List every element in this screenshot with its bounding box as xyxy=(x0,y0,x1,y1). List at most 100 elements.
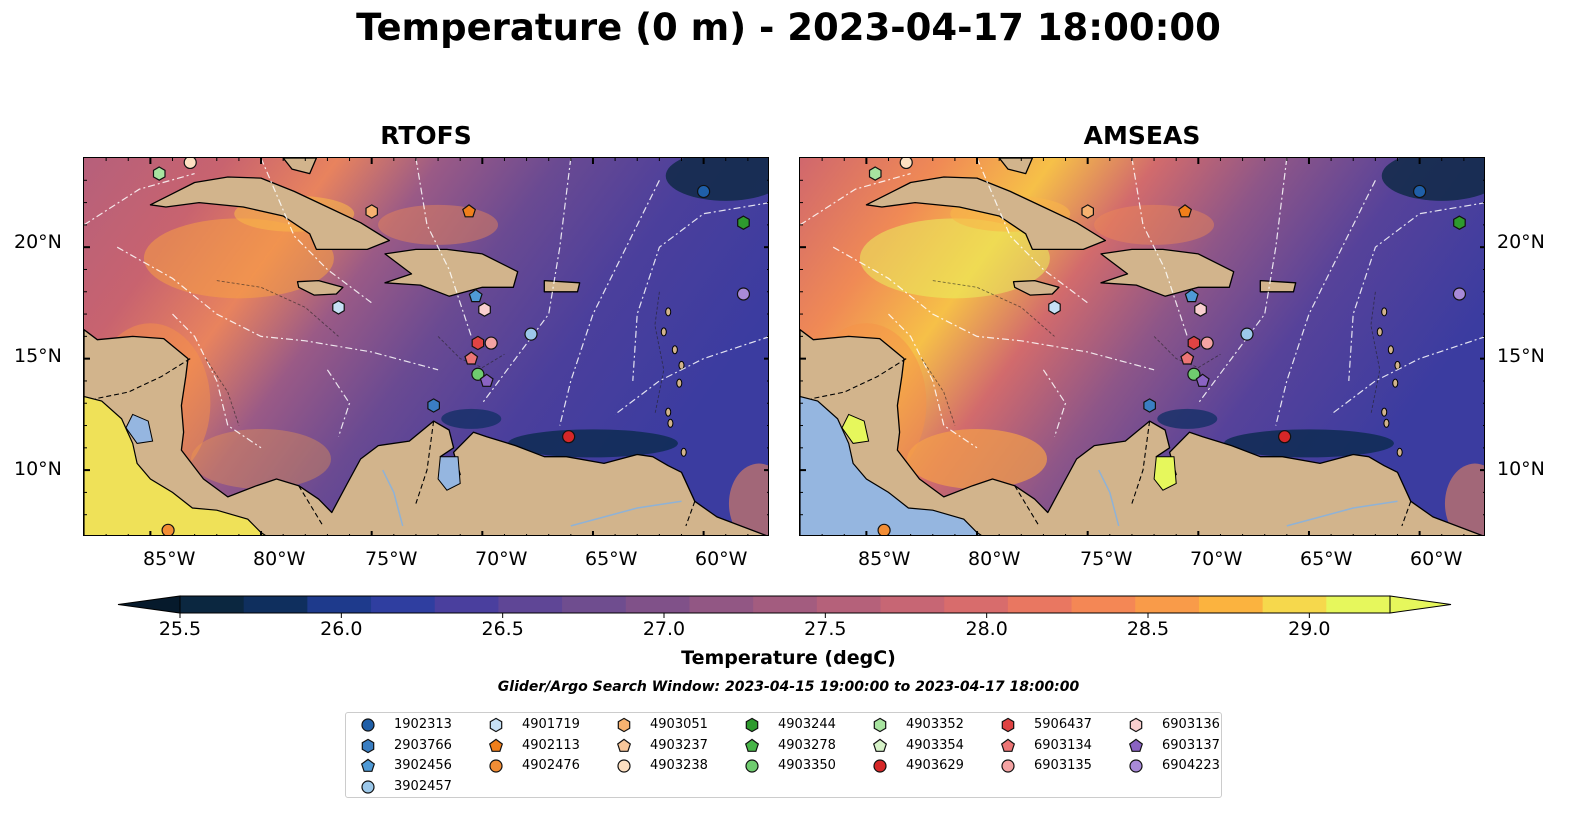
colorbar-swatch xyxy=(562,596,627,613)
colorbar-swatch xyxy=(371,596,436,613)
circle-marker-icon xyxy=(1001,759,1015,773)
lat-label-10n-left: 10°N xyxy=(14,458,62,480)
pentagon-marker-icon xyxy=(1128,738,1144,752)
legend-label: 4903244 xyxy=(778,717,836,732)
pentagon-marker-icon xyxy=(744,738,760,752)
float-marker-4903352 xyxy=(152,166,166,181)
colorbar-tick-label: 29.0 xyxy=(1288,618,1330,640)
float-marker-4901719 xyxy=(1048,300,1061,315)
float-marker-4902113 xyxy=(1178,204,1193,218)
float-marker-4903350 xyxy=(1187,367,1201,381)
legend-label: 4903352 xyxy=(906,717,964,732)
colorbar-swatch xyxy=(434,596,499,613)
circle-marker-icon xyxy=(361,718,375,732)
circle-marker-icon xyxy=(361,779,375,794)
float-marker-4903238 xyxy=(183,158,197,170)
float-marker-6903135 xyxy=(484,336,498,350)
float-marker-4901719 xyxy=(332,300,345,315)
float-marker-4903350 xyxy=(471,367,485,381)
float-marker-6903134 xyxy=(464,351,479,365)
colorbar-swatch xyxy=(880,596,945,613)
legend-label: 4901719 xyxy=(522,717,580,732)
lat-label-20n-left: 20°N xyxy=(14,231,62,253)
colorbar-label: Temperature (degC) xyxy=(681,647,896,669)
pentagon-marker-icon xyxy=(872,738,888,752)
map-panel-rtofs xyxy=(83,157,769,536)
float-marker-2903766 xyxy=(1143,398,1156,413)
colorbar-swatch xyxy=(1135,596,1200,613)
colorbar-swatch xyxy=(1007,596,1073,613)
float-marker-6903137 xyxy=(479,373,494,387)
legend-label: 4903350 xyxy=(778,758,836,773)
float-marker-2903766 xyxy=(427,398,440,413)
colorbar-tick-label: 28.0 xyxy=(966,618,1008,640)
lon-label-60w-left: 60°W xyxy=(695,548,748,570)
colorbar-swatch xyxy=(1071,596,1136,613)
colorbar-extend-min xyxy=(117,595,181,614)
float-marker-6903134 xyxy=(1180,351,1195,365)
float-marker-3902457 xyxy=(524,327,538,341)
lat-label-10n-right: 10°N xyxy=(1497,458,1545,480)
float-marker-3902456 xyxy=(468,288,483,303)
legend-label: 4902113 xyxy=(522,737,580,753)
pentagon-marker-icon xyxy=(360,758,376,772)
colorbar-swatch xyxy=(180,596,245,613)
lon-label-60w-right: 60°W xyxy=(1410,548,1463,570)
legend-label: 4902476 xyxy=(522,758,580,773)
colorbar-tick-label: 26.5 xyxy=(482,618,524,640)
lon-label-65w-left: 65°W xyxy=(585,548,638,570)
circle-marker-icon xyxy=(745,759,759,773)
legend-label: 4903051 xyxy=(650,717,708,732)
legend-label: 6904223 xyxy=(1162,758,1220,773)
pentagon-marker-icon xyxy=(488,738,504,752)
float-marker-4902476 xyxy=(161,523,175,535)
lon-label-75w-left: 75°W xyxy=(365,548,418,570)
float-marker-6903135 xyxy=(1200,336,1214,350)
lon-label-80w-left: 80°W xyxy=(253,548,306,570)
lat-label-15n-right: 15°N xyxy=(1497,345,1545,367)
legend-label: 4903354 xyxy=(906,737,964,753)
lon-label-85w-right: 85°W xyxy=(858,548,911,570)
colorbar-tick-label: 27.0 xyxy=(643,618,685,640)
float-marker-4903244 xyxy=(1453,215,1466,230)
lon-label-70w-right: 70°W xyxy=(1190,548,1243,570)
colorbar-tick-label: 28.5 xyxy=(1127,618,1169,640)
colorbar-swatch xyxy=(689,596,754,613)
float-marker-4903629 xyxy=(1278,430,1292,444)
panel-title-amseas: AMSEAS xyxy=(1083,121,1201,150)
float-marker-3902456 xyxy=(1184,288,1199,303)
hexagon-marker-icon xyxy=(617,717,631,733)
float-marker-5906437 xyxy=(471,335,485,351)
float-marker-4903051 xyxy=(365,204,378,219)
legend-label: 3902457 xyxy=(394,778,452,794)
pentagon-marker-icon xyxy=(1000,738,1016,752)
float-marker-1902313 xyxy=(1413,184,1427,199)
hexagon-marker-icon xyxy=(489,717,503,733)
float-marker-6904223 xyxy=(1452,287,1467,301)
float-marker-5906437 xyxy=(1187,335,1201,351)
float-marker-4903238 xyxy=(899,158,913,170)
colorbar-swatch xyxy=(625,596,690,613)
colorbar-tick-label: 25.5 xyxy=(159,618,201,640)
lon-label-80w-right: 80°W xyxy=(968,548,1021,570)
legend-label: 4903237 xyxy=(650,737,708,753)
float-marker-4903352 xyxy=(868,166,882,181)
legend-label: 4903629 xyxy=(906,758,964,773)
float-marker-6903136 xyxy=(1194,302,1207,317)
lon-label-70w-left: 70°W xyxy=(475,548,528,570)
float-marker-4903244 xyxy=(737,215,750,230)
colorbar: 25.5 26.0 26.5 27.0 27.5 28.0 28.5 29.0 xyxy=(117,595,1452,640)
legend-label: 2903766 xyxy=(394,737,452,753)
lat-label-20n-right: 20°N xyxy=(1497,231,1545,253)
colorbar-tick-label: 26.0 xyxy=(320,618,362,640)
hexagon-marker-icon xyxy=(873,717,887,733)
colorbar-tick-label: 27.5 xyxy=(804,618,846,640)
legend-label: 6903136 xyxy=(1162,717,1220,732)
colorbar-swatch xyxy=(1326,596,1391,613)
panel-title-rtofs: RTOFS xyxy=(380,121,472,150)
figure-title: Temperature (0 m) - 2023-04-17 18:00:00 xyxy=(356,6,1221,49)
float-marker-6903136 xyxy=(478,302,491,317)
colorbar-swatch xyxy=(307,596,372,613)
colorbar-swatch xyxy=(753,596,818,613)
float-marker-6904223 xyxy=(736,287,751,301)
